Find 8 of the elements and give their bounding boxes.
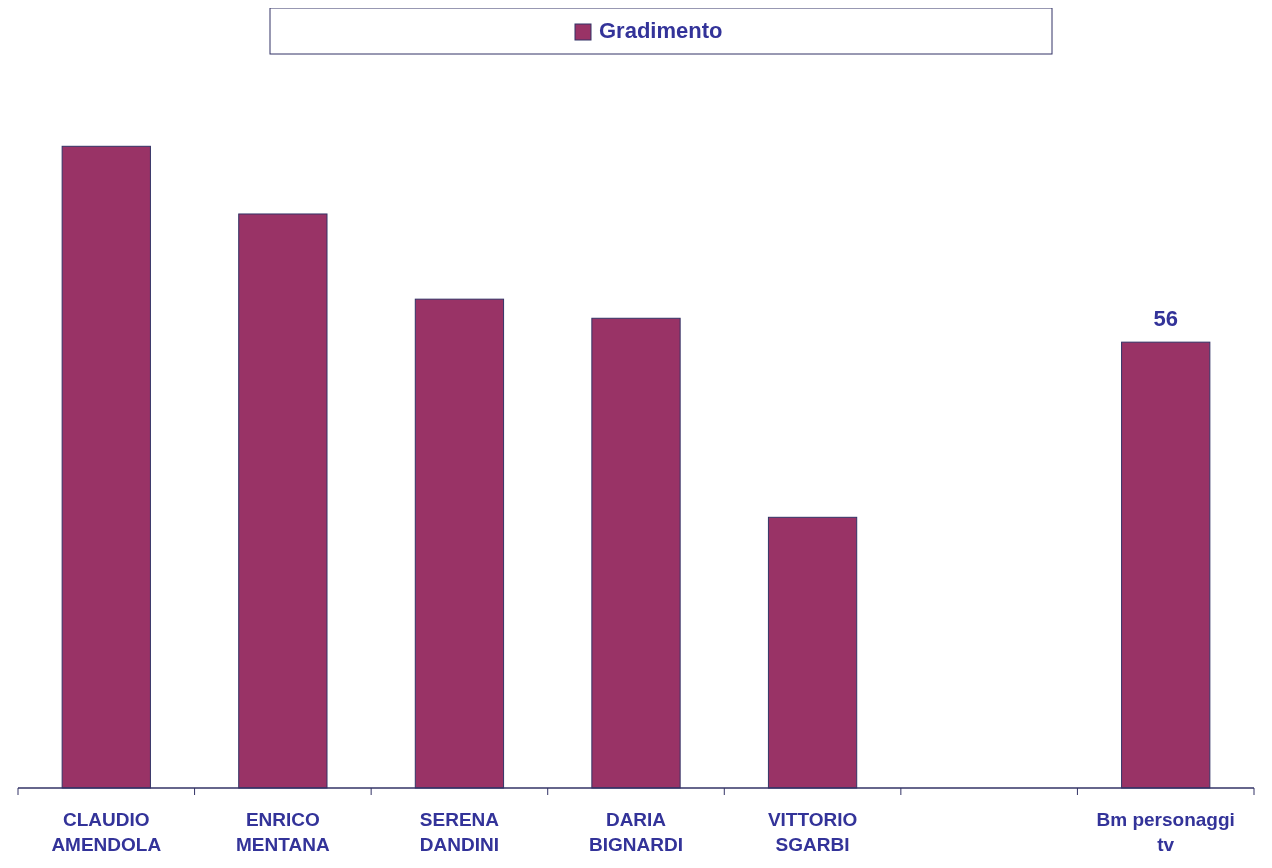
data-label: 56 — [1153, 306, 1178, 332]
x-tick-label: SERENA DANDINI — [419, 809, 500, 855]
x-tick-label: DARIA BIGNARDI — [589, 809, 683, 855]
legend-label: Gradimento — [599, 18, 723, 43]
x-tick-label: Bm personaggi tv — [1096, 809, 1235, 855]
x-tick-label: VITTORIO SGARBI — [767, 809, 858, 855]
x-tick-label: ENRICO MENTANA — [236, 809, 330, 855]
x-tick-label: CLAUDIO AMENDOLA — [51, 809, 162, 855]
